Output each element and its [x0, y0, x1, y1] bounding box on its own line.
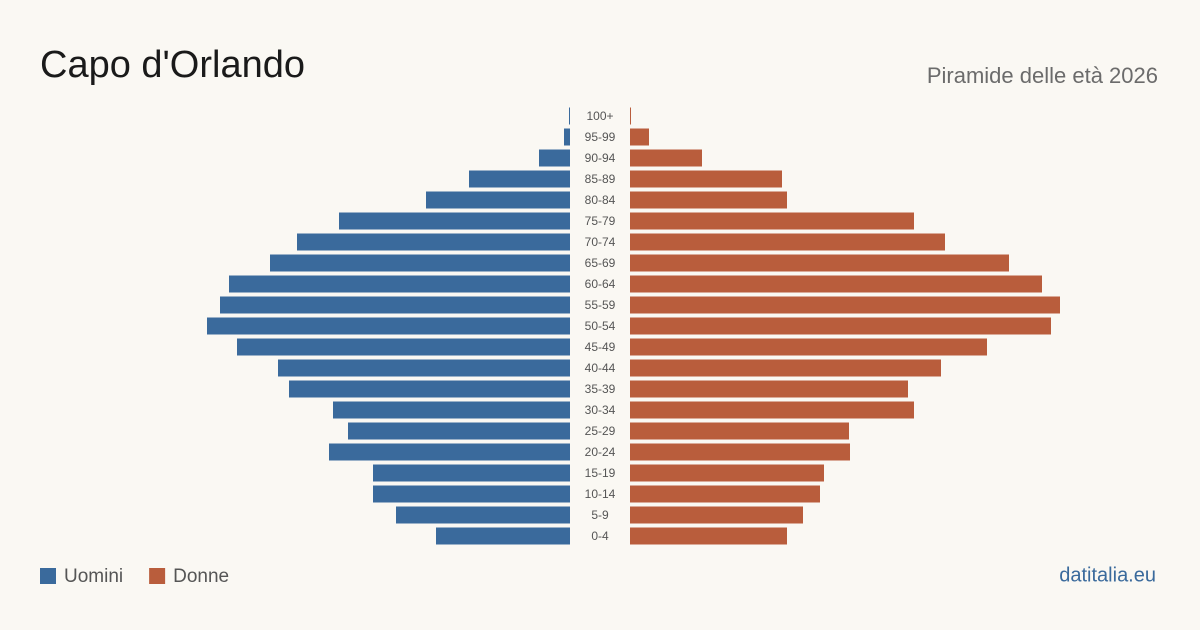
bar [630, 128, 649, 146]
bar [289, 380, 570, 398]
bar [630, 296, 1060, 314]
bar [297, 233, 570, 251]
age-label: 60-64 [585, 277, 616, 291]
age-label: 100+ [586, 109, 613, 123]
age-label: 0-4 [591, 529, 609, 543]
bar [630, 422, 849, 440]
bar [630, 380, 908, 398]
bar [329, 443, 570, 461]
bar [569, 107, 570, 125]
chart-subtitle: Piramide delle età 2026 [927, 63, 1158, 88]
bar [426, 191, 570, 209]
bar [630, 443, 850, 461]
age-label: 50-54 [585, 319, 616, 333]
bar [630, 527, 787, 545]
age-label: 65-69 [585, 256, 616, 270]
legend-label: Donne [173, 566, 229, 587]
bar [333, 401, 570, 419]
bar [630, 191, 787, 209]
age-label: 35-39 [585, 382, 616, 396]
bar [436, 527, 570, 545]
bar [630, 254, 1009, 272]
bar [630, 170, 782, 188]
age-label: 55-59 [585, 298, 616, 312]
bar [207, 317, 570, 335]
age-label: 20-24 [585, 445, 616, 459]
bar [630, 275, 1042, 293]
bar [237, 338, 570, 356]
bar [373, 464, 570, 482]
age-label: 45-49 [585, 340, 616, 354]
age-label: 5-9 [591, 508, 609, 522]
age-label: 70-74 [585, 235, 616, 249]
age-label: 75-79 [585, 214, 616, 228]
bar [630, 233, 945, 251]
age-label: 15-19 [585, 466, 616, 480]
bar [539, 149, 570, 167]
bar [278, 359, 570, 377]
bar [469, 170, 570, 188]
age-label: 10-14 [585, 487, 616, 501]
age-label: 90-94 [585, 151, 616, 165]
bar [630, 212, 914, 230]
bar [630, 338, 987, 356]
bar [630, 149, 702, 167]
bar [220, 296, 570, 314]
age-label: 95-99 [585, 130, 616, 144]
bar [373, 485, 570, 503]
legend-label: Uomini [64, 566, 123, 587]
legend-swatch [149, 568, 166, 584]
bar [630, 506, 803, 524]
age-label: 80-84 [585, 193, 616, 207]
bar [339, 212, 570, 230]
bar [630, 317, 1051, 335]
bar [630, 359, 941, 377]
age-label: 85-89 [585, 172, 616, 186]
age-label: 25-29 [585, 424, 616, 438]
bar [630, 485, 820, 503]
bar [564, 128, 570, 146]
bar [229, 275, 570, 293]
bar [270, 254, 570, 272]
age-label: 40-44 [585, 361, 616, 375]
source: datitalia.eu [1059, 564, 1156, 586]
bar [630, 401, 914, 419]
bar [396, 506, 570, 524]
chart-title: Capo d'Orlando [40, 44, 305, 86]
bar [630, 107, 631, 125]
bar [348, 422, 570, 440]
legend-swatch [40, 568, 56, 584]
age-label: 30-34 [585, 403, 616, 417]
bar [630, 464, 824, 482]
